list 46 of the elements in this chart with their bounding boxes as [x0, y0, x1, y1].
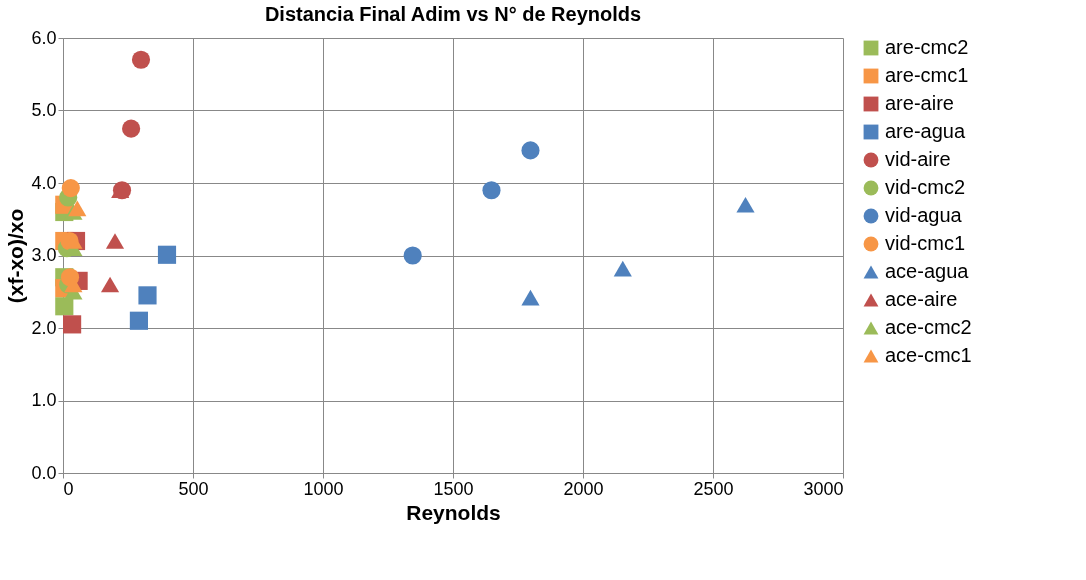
y-tick-label: 0.0 — [31, 462, 57, 483]
point — [157, 245, 177, 264]
point — [736, 196, 755, 213]
point — [521, 289, 540, 306]
point — [138, 286, 157, 305]
y-tick-label: 4.0 — [31, 172, 57, 193]
x-tick-label: 500 — [178, 478, 209, 499]
y-axis-title: (xf-xo)/xo — [4, 208, 28, 304]
x-tick-label: 2500 — [693, 478, 734, 499]
point — [129, 311, 148, 330]
legend-label: are-cmc2 — [885, 36, 969, 58]
chart-title: Distancia Final Adim vs N° de Reynolds — [264, 3, 642, 25]
y-tick-label: 1.0 — [31, 390, 57, 410]
x-tick-label: 3000 — [803, 478, 844, 499]
y-tick-label: 3.0 — [31, 245, 57, 265]
legend-label: are-aire — [885, 92, 954, 114]
x-tick-label: 0 — [63, 478, 74, 499]
y-tick-label: 2.0 — [31, 317, 57, 338]
point — [482, 181, 501, 200]
point — [131, 50, 151, 69]
legend-label: are-cmc1 — [885, 64, 969, 86]
legend-label: ace-cmc2 — [885, 316, 972, 338]
point — [521, 141, 540, 160]
legend-label: ace-cmc1 — [885, 344, 972, 366]
point — [403, 246, 422, 265]
x-axis-title: Reynolds — [406, 500, 501, 524]
legend-label: vid-aire — [885, 148, 951, 170]
point — [105, 233, 125, 249]
legend-label: ace-aire — [885, 288, 958, 310]
legend-label: are-agua — [885, 120, 966, 142]
x-tick-label: 2000 — [563, 478, 604, 499]
point — [68, 200, 87, 217]
y-tick-label: 6.0 — [31, 27, 57, 48]
point — [122, 119, 141, 138]
point — [55, 297, 74, 316]
legend-label: vid-agua — [885, 204, 963, 226]
legend-label: vid-cmc2 — [885, 176, 966, 198]
legend-label: ace-agua — [885, 260, 970, 282]
point — [100, 276, 120, 293]
point — [63, 315, 82, 334]
x-tick-label: 1000 — [303, 478, 344, 499]
y-tick-label: 5.0 — [31, 100, 57, 120]
legend-label: vid-cmc1 — [885, 232, 966, 254]
point — [613, 260, 632, 277]
x-tick-label: 1500 — [433, 478, 474, 499]
point — [61, 179, 80, 198]
